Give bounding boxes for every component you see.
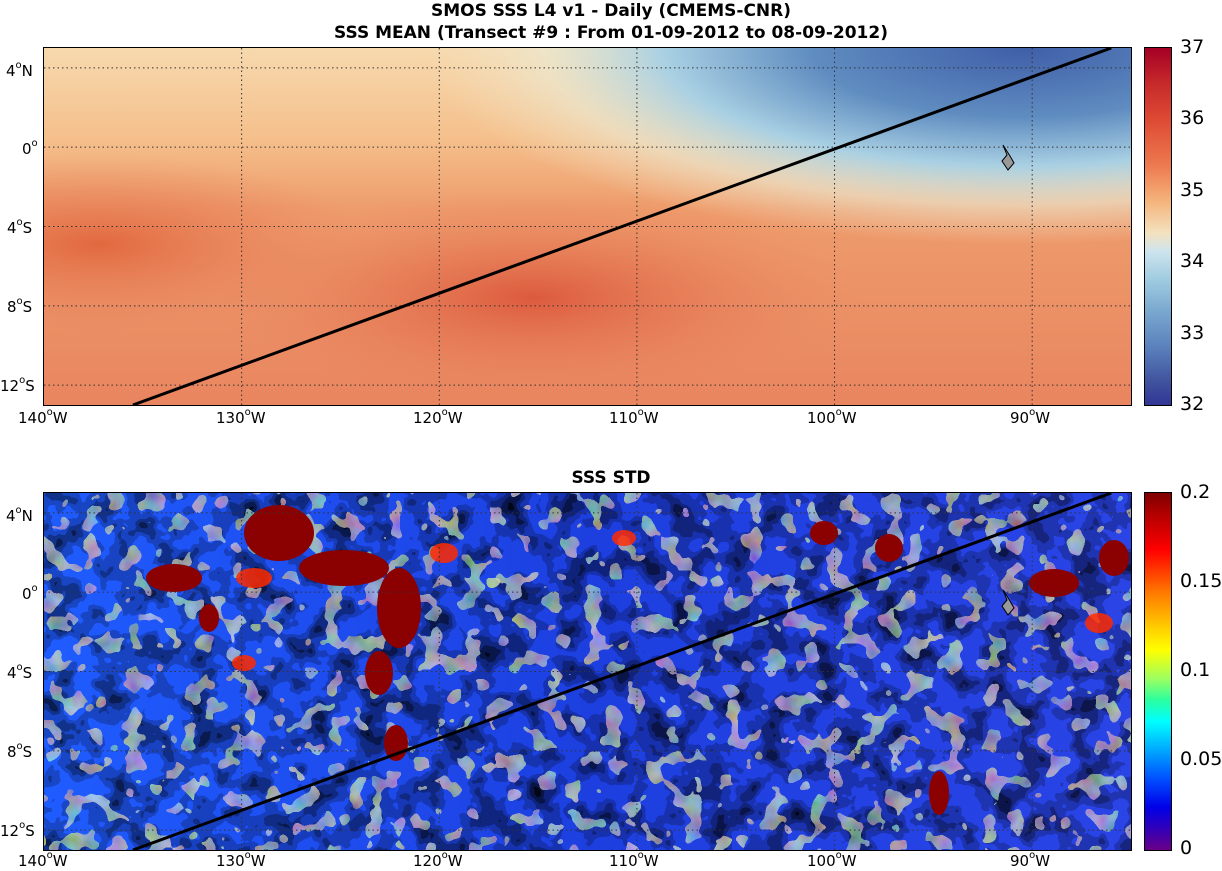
std-lat-label-4s: 4oS: [7, 662, 33, 682]
sss-mean-colorbar: [1144, 47, 1172, 406]
cbar-top-tick-36: 36: [1180, 107, 1205, 129]
sss-std-colorbar: [1144, 492, 1172, 851]
lon-label-90w: 90oW: [1010, 407, 1051, 427]
cbar-bot-tick-0.05: 0.05: [1180, 748, 1222, 770]
lat-label-4s: 4oS: [7, 217, 33, 237]
sss-std-field: [44, 493, 1131, 850]
cbar-bot-tick-0.15: 0.15: [1180, 570, 1222, 592]
std-map-title: SSS STD: [571, 468, 651, 488]
lat-label-4n: 4oN: [6, 60, 33, 80]
lon-label-130w: 130oW: [216, 407, 266, 427]
sss-std-map: [43, 492, 1132, 851]
cbar-bot-tick-0.2: 0.2: [1180, 481, 1211, 503]
std-lon-label-110w: 110oW: [609, 850, 659, 870]
cbar-bot-tick-0.1: 0.1: [1180, 659, 1211, 681]
lon-label-100w: 100oW: [807, 407, 857, 427]
std-lat-label-12s: 12oS: [0, 820, 35, 840]
transect-line-std: [132, 493, 1112, 850]
lat-label-0: 0o: [22, 138, 38, 158]
lon-label-140w: 140oW: [18, 407, 68, 427]
cbar-top-tick-37: 37: [1180, 36, 1205, 58]
lat-label-12s: 12oS: [0, 375, 35, 395]
map-title-line2: SSS MEAN (Transect #9 : From 01-09-2012 …: [333, 23, 888, 43]
std-lon-label-100w: 100oW: [807, 850, 857, 870]
lat-label-8s: 8oS: [7, 296, 33, 316]
cbar-top-tick-34: 34: [1180, 250, 1205, 272]
transect-line: [132, 48, 1112, 405]
cbar-bot-tick-0: 0: [1180, 837, 1193, 859]
std-lat-label-0: 0o: [22, 583, 38, 603]
std-lat-label-8s: 8oS: [7, 741, 33, 761]
std-lon-label-90w: 90oW: [1010, 850, 1051, 870]
std-lon-label-140w: 140oW: [18, 850, 68, 870]
std-lat-label-4n: 4oN: [6, 505, 33, 525]
cbar-top-tick-33: 33: [1180, 322, 1205, 344]
galapagos-island: [1001, 144, 1015, 171]
std-lon-label-130w: 130oW: [216, 850, 266, 870]
lon-label-110w: 110oW: [609, 407, 659, 427]
galapagos-island-std: [1001, 589, 1015, 616]
sss-mean-map: [43, 47, 1132, 406]
cbar-top-tick-32: 32: [1180, 393, 1205, 415]
map-title-line1: SMOS SSS L4 v1 - Daily (CMEMS-CNR): [430, 1, 792, 21]
lon-label-120w: 120oW: [413, 407, 463, 427]
sss-mean-field: [44, 48, 1131, 405]
std-lon-label-120w: 120oW: [413, 850, 463, 870]
high-std-patches: [146, 505, 1129, 815]
cbar-top-tick-35: 35: [1180, 179, 1205, 201]
